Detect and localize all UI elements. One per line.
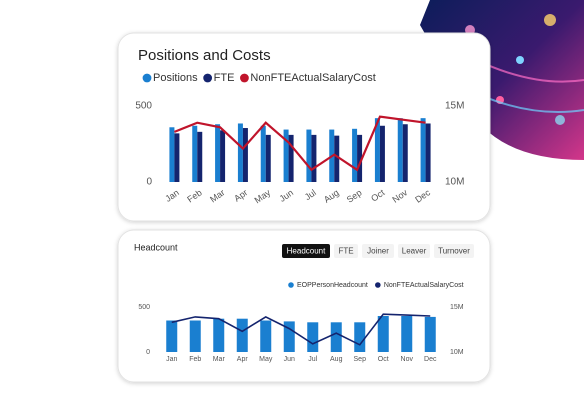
legend-label: Positions xyxy=(153,72,198,84)
y2-tick-label: 15M xyxy=(445,101,464,112)
bar xyxy=(283,321,295,352)
x-tick-label: Sep xyxy=(354,356,367,363)
x-tick-label: Nov xyxy=(401,356,414,363)
bar xyxy=(260,125,266,182)
y2-tick-label: 10M xyxy=(450,349,464,356)
y-tick-label: 0 xyxy=(146,349,150,356)
legend-label: EOPPersonHeadcount xyxy=(297,282,368,289)
bar xyxy=(401,316,413,352)
bar xyxy=(307,322,319,352)
x-tick-label: Apr xyxy=(237,356,249,363)
bar xyxy=(397,118,403,182)
bar xyxy=(215,124,221,182)
bar xyxy=(283,129,289,182)
x-tick-label: Jan xyxy=(166,356,177,363)
tab-label[interactable]: Joiner xyxy=(367,247,389,256)
legend-marker xyxy=(240,73,249,83)
tab[interactable] xyxy=(282,244,330,258)
tab[interactable] xyxy=(362,244,394,258)
bar xyxy=(166,320,178,352)
bar xyxy=(197,131,203,182)
bar xyxy=(402,124,408,182)
legend-label: FTE xyxy=(214,72,235,84)
bar xyxy=(174,133,180,182)
legend-label: NonFTEActualSalaryCost xyxy=(384,282,464,289)
tab-label[interactable]: Headcount xyxy=(287,247,326,256)
bar xyxy=(352,128,358,182)
legend-marker xyxy=(142,73,152,83)
card xyxy=(117,229,491,383)
tab-label[interactable]: Turnover xyxy=(438,247,470,256)
line xyxy=(171,313,431,346)
y-tick-label: 0 xyxy=(146,177,152,188)
x-tick-label: May xyxy=(259,356,273,363)
bar xyxy=(288,134,294,182)
y-tick-label: 500 xyxy=(135,101,152,112)
bar xyxy=(265,134,271,182)
x-tick-label: Jun xyxy=(284,356,295,363)
x-tick-label: Aug xyxy=(330,356,343,363)
bar xyxy=(236,318,248,352)
bar xyxy=(220,130,226,182)
bar xyxy=(260,320,272,352)
bar xyxy=(192,125,198,182)
bar xyxy=(374,118,380,182)
bar xyxy=(354,322,366,352)
bar xyxy=(334,135,340,182)
y2-tick-label: 15M xyxy=(450,304,464,311)
tab[interactable] xyxy=(398,244,430,258)
tab-label[interactable]: FTE xyxy=(338,247,353,256)
x-tick-label: Dec xyxy=(424,356,437,363)
x-tick-label: Jul xyxy=(308,356,317,363)
bar xyxy=(357,134,363,182)
bar xyxy=(379,125,385,182)
bar xyxy=(424,316,436,352)
bar xyxy=(377,316,389,352)
chart-title: Positions and Costs xyxy=(138,47,271,64)
line xyxy=(174,115,426,172)
x-tick-label: Oct xyxy=(378,356,389,363)
bar xyxy=(169,127,175,182)
tab[interactable] xyxy=(434,244,474,258)
chart-title: Headcount xyxy=(134,242,178,252)
legend-marker xyxy=(288,282,294,288)
bar xyxy=(306,129,312,182)
tab-label[interactable]: Leaver xyxy=(402,247,427,256)
bar xyxy=(311,134,317,182)
y-tick-label: 500 xyxy=(138,304,150,311)
y2-tick-label: 10M xyxy=(445,177,464,188)
bar xyxy=(213,318,225,352)
x-tick-label: Mar xyxy=(213,356,226,363)
x-tick-label: Feb xyxy=(189,356,201,363)
bar xyxy=(242,128,248,182)
bar xyxy=(420,118,426,182)
legend-marker xyxy=(203,73,213,83)
bar xyxy=(237,123,243,182)
tab[interactable] xyxy=(334,244,358,258)
bar xyxy=(189,320,201,352)
legend-marker xyxy=(375,282,381,288)
bar xyxy=(330,322,342,352)
bar xyxy=(425,123,431,182)
legend-label: NonFTEActualSalaryCost xyxy=(250,72,375,84)
